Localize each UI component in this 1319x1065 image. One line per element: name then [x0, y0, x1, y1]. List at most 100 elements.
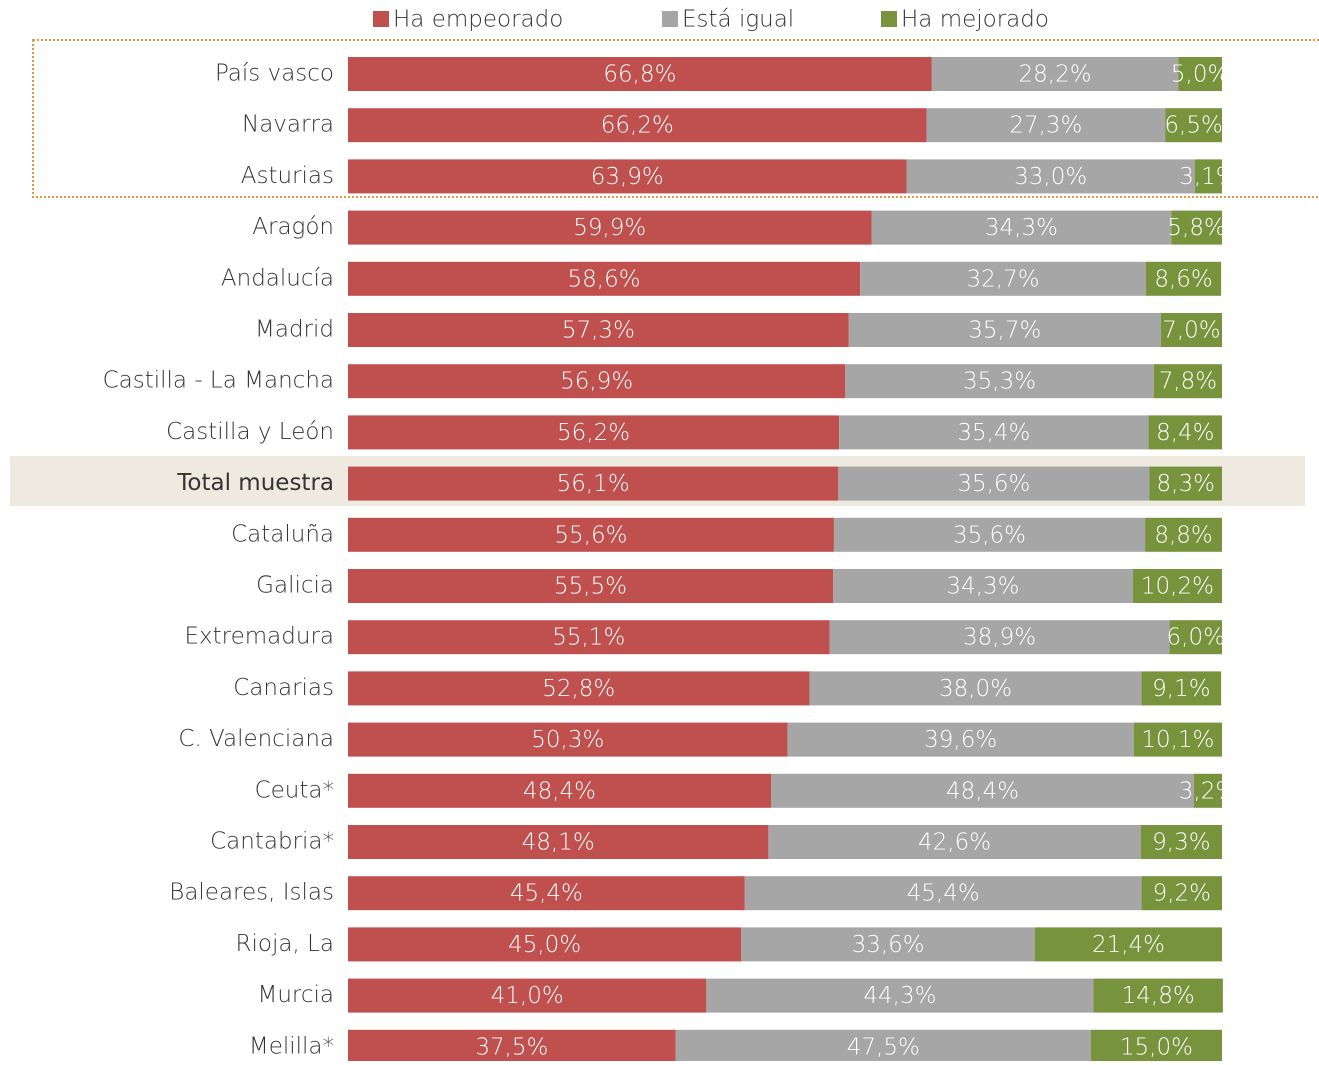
- value-label: 21,4%: [1092, 932, 1165, 958]
- value-label: 38,9%: [963, 625, 1036, 651]
- category-label: Ceuta*: [255, 777, 334, 803]
- bar-segment: [809, 671, 1142, 706]
- bar-segment: [348, 415, 840, 450]
- bar-segment: [871, 210, 1172, 245]
- bar-segment: [848, 313, 1161, 347]
- bar-segment: [706, 978, 1094, 1013]
- bar-segment: [860, 261, 1146, 296]
- value-label: 57,3%: [562, 318, 635, 344]
- category-label: Aragón: [252, 214, 334, 240]
- bar-segment: [845, 364, 1154, 399]
- value-label: 9,2%: [1153, 881, 1211, 907]
- value-label: 63,9%: [591, 164, 664, 190]
- value-label: 50,3%: [531, 727, 604, 753]
- value-label: 39,6%: [924, 727, 997, 753]
- legend-swatch: [881, 11, 897, 27]
- value-label: 58,6%: [568, 266, 641, 292]
- bar-segment: [1171, 210, 1222, 245]
- value-label: 15,0%: [1120, 1034, 1193, 1060]
- bar-segment: [926, 108, 1166, 143]
- bar-segment: [348, 210, 872, 245]
- value-label: 35,6%: [953, 522, 1026, 548]
- value-label: 55,1%: [552, 625, 625, 651]
- value-label: 55,6%: [554, 522, 627, 548]
- bar-segment: [1093, 978, 1223, 1013]
- value-label: 5,0%: [1171, 62, 1229, 88]
- bar-segment: [1169, 620, 1222, 655]
- bar-segment: [1090, 1029, 1222, 1064]
- value-label: 32,7%: [967, 266, 1040, 292]
- value-label: 8,6%: [1154, 266, 1212, 292]
- legend-label: Está igual: [682, 7, 794, 33]
- bar-segment: [787, 722, 1134, 757]
- category-label: Rioja, La: [236, 931, 334, 957]
- bar-segment: [1165, 108, 1222, 143]
- value-label: 7,8%: [1159, 369, 1217, 395]
- value-label: 3,2%: [1179, 778, 1237, 804]
- value-label: 56,2%: [557, 420, 630, 446]
- bar-segment: [931, 57, 1179, 91]
- bar-segment: [1145, 261, 1222, 296]
- bar-segment: [348, 978, 707, 1013]
- category-label: País vasco: [215, 61, 334, 87]
- bar-segment: [833, 569, 1133, 603]
- value-label: 9,3%: [1152, 830, 1210, 856]
- value-label: 35,3%: [963, 369, 1036, 395]
- value-label: 59,9%: [573, 215, 646, 241]
- bar-segment: [348, 159, 907, 194]
- value-label: 56,1%: [557, 471, 630, 497]
- category-label: Castilla - La Mancha: [103, 368, 334, 394]
- value-label: 8,4%: [1156, 420, 1214, 446]
- value-label: 10,1%: [1141, 727, 1214, 753]
- category-label: Cataluña: [231, 521, 334, 547]
- value-label: 3,1%: [1179, 164, 1237, 190]
- bar-segment: [1141, 876, 1222, 911]
- bar-segment: [1133, 722, 1222, 757]
- bar-segment: [348, 825, 769, 859]
- value-label: 47,5%: [847, 1034, 920, 1060]
- value-label: 10,2%: [1141, 574, 1214, 600]
- legend-swatch: [373, 11, 389, 27]
- bar-segment: [906, 159, 1195, 194]
- bar-segment: [348, 876, 745, 911]
- value-label: 55,5%: [554, 574, 627, 600]
- legend-swatch: [662, 11, 678, 27]
- value-label: 38,0%: [939, 676, 1012, 702]
- category-label: Cantabria*: [210, 829, 334, 855]
- bar-segment: [348, 261, 861, 296]
- bar-segment: [348, 773, 772, 808]
- category-label: Navarra: [242, 112, 334, 138]
- category-label: Madrid: [255, 317, 334, 343]
- bar-segment: [1148, 415, 1222, 450]
- bar-segment: [1132, 569, 1222, 603]
- bar-segment: [829, 620, 1170, 655]
- value-label: 42,6%: [918, 830, 991, 856]
- category-label: Castilla y León: [166, 419, 334, 445]
- bar-segment: [838, 466, 1150, 501]
- value-label: 6,0%: [1167, 625, 1225, 651]
- bar-segment: [1194, 159, 1222, 194]
- value-label: 41,0%: [491, 983, 564, 1009]
- bar-segment: [348, 517, 834, 552]
- legend-label: Ha mejorado: [901, 7, 1049, 33]
- value-label: 37,5%: [475, 1034, 548, 1060]
- highlight-box: [32, 39, 1319, 198]
- bar-segment: [1141, 671, 1222, 706]
- bar-segment: [348, 364, 846, 399]
- bar-segment: [744, 876, 1142, 911]
- bar-segment: [348, 313, 849, 347]
- value-label: 35,6%: [957, 471, 1030, 497]
- bar-segment: [771, 773, 1195, 808]
- bar-segment: [1149, 466, 1222, 501]
- value-label: 35,4%: [957, 420, 1030, 446]
- value-label: 33,6%: [852, 932, 925, 958]
- value-label: 48,4%: [946, 778, 1019, 804]
- value-label: 45,4%: [510, 881, 583, 907]
- bar-segment: [348, 108, 927, 143]
- bar-segment: [348, 620, 830, 655]
- category-label: Canarias: [233, 675, 334, 701]
- category-label: C. Valenciana: [178, 726, 334, 752]
- value-label: 9,1%: [1152, 676, 1210, 702]
